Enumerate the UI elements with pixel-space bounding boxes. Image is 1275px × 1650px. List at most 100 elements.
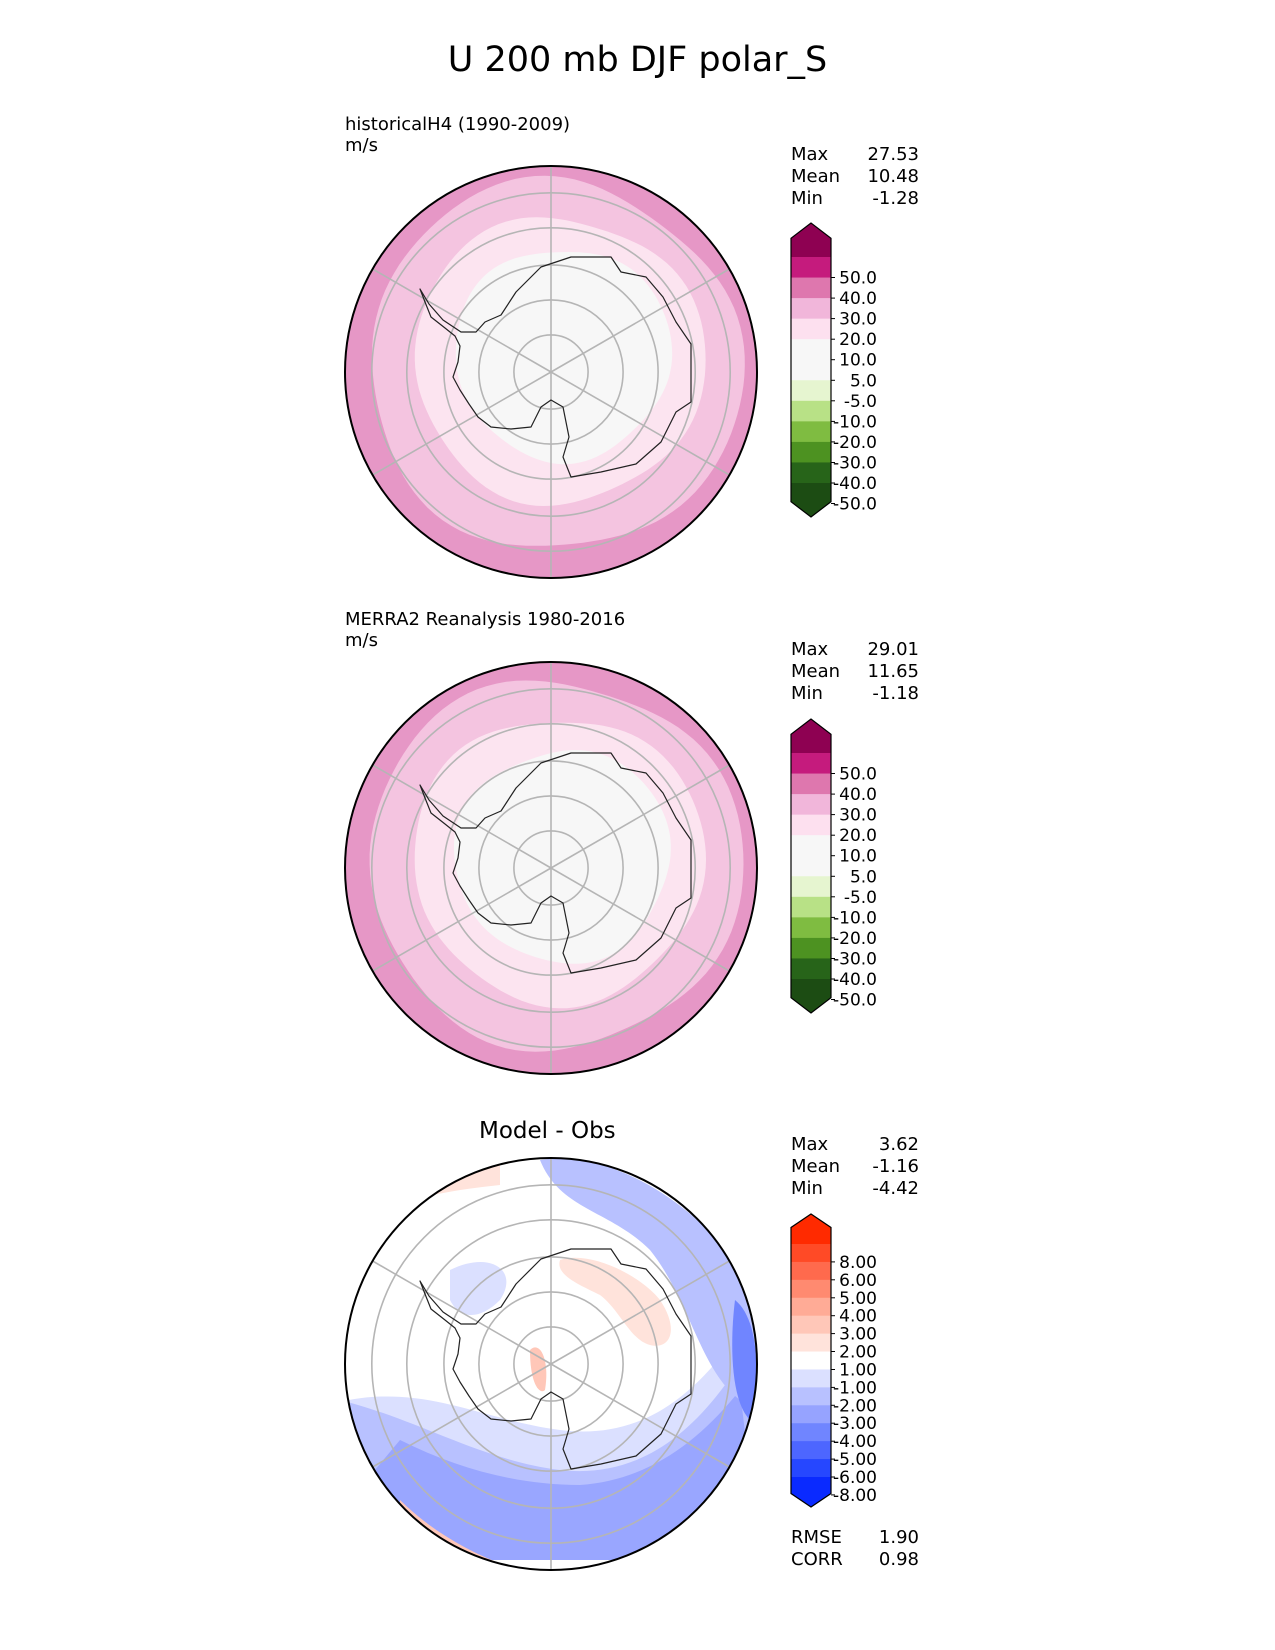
colorbar-tick-label: -10.0 (833, 412, 877, 432)
colorbar-segment (791, 1459, 831, 1478)
colorbar-panel-1: 50.040.030.020.010.05.0-5.0-10.0-20.0-30… (790, 222, 877, 518)
stat-max-value: 3.62 (878, 1134, 919, 1155)
colorbar-extension-top (791, 719, 831, 753)
colorbar-panel-2: 50.040.030.020.010.05.0-5.0-10.0-20.0-30… (790, 718, 877, 1014)
colorbar-segment (791, 421, 831, 443)
colorbar-segment (791, 359, 831, 381)
meridian-line (372, 1260, 552, 1365)
stat-max-value: 27.53 (867, 144, 919, 165)
colorbar-panel-3: 8.006.005.004.003.002.001.00-1.00-2.00-3… (790, 1213, 877, 1508)
colorbar-tick-label: -20.0 (833, 929, 877, 949)
colorbar-tick-label: -3.00 (833, 1414, 877, 1434)
colorbar-tick-label: 50.0 (839, 765, 877, 785)
colorbar-tick-label: -40.0 (833, 970, 877, 990)
polar-map-panel-3 (344, 1157, 758, 1571)
stat-min-value: -1.18 (872, 683, 919, 704)
stat-max-value: 29.01 (867, 639, 919, 660)
stat-label: Mean (791, 1156, 841, 1177)
meridian-line (550, 867, 730, 972)
colorbar-tick-label: -50.0 (833, 495, 877, 515)
graticule (370, 166, 731, 578)
colorbar-segment (791, 1297, 831, 1317)
colorbar-tick-label: -20.0 (833, 433, 877, 453)
figure-title: U 200 mb DJF polar_S (447, 40, 828, 80)
colorbar-segment (791, 298, 831, 320)
colorbar-outline (790, 718, 832, 1014)
colorbar-tick-label: 6.00 (839, 1271, 877, 1291)
colorbar-extension-bottom (791, 483, 831, 517)
colorbar-tick-label: 50.0 (839, 269, 877, 289)
contour-band-minus-4-east (732, 1300, 757, 1420)
colorbar-tick-label: 40.0 (839, 289, 877, 309)
stat-label: Mean (791, 166, 841, 187)
antarctica-coastline (419, 256, 692, 478)
colorbar-tick-label: 5.0 (850, 867, 877, 887)
colorbar-segment (791, 1387, 831, 1406)
colorbar-tick-label: -10.0 (833, 908, 877, 928)
colorbar-segment (791, 339, 831, 361)
colorbar-tick-label: -50.0 (833, 991, 877, 1011)
meridian-line (550, 268, 730, 373)
colorbar-tick-label: 20.0 (839, 826, 877, 846)
panel-3-stats: Max 3.62 Mean -1.16 Min -4.42 (791, 1134, 919, 1200)
colorbar-segment (791, 773, 831, 795)
meridian-line (372, 268, 552, 373)
colorbar-tick-label: -4.00 (833, 1432, 877, 1452)
colorbar-segment (791, 1315, 831, 1335)
meridian-line (550, 1363, 730, 1468)
colorbar-segment (791, 1244, 831, 1263)
meridian-line (372, 1363, 552, 1468)
colorbar-tick-label: 4.00 (839, 1307, 877, 1327)
colorbar-tick-label: 3.00 (839, 1325, 877, 1345)
colorbar-extension-bottom (791, 1477, 831, 1507)
polar-map-panel-2 (344, 661, 758, 1075)
antarctica-coastline (419, 1248, 692, 1470)
colorbar-tick-label: -2.00 (833, 1396, 877, 1416)
colorbar-tick-label: -5.0 (844, 392, 877, 412)
panel-3-error-stats: RMSE 1.90 CORR 0.98 (791, 1527, 919, 1571)
panel-2-stats: Max 29.01 Mean 11.65 Min -1.18 (791, 639, 919, 705)
panel-1-stats: Max 27.53 Mean 10.48 Min -1.28 (791, 144, 919, 210)
colorbar-segment (791, 1441, 831, 1460)
colorbar-segment (791, 835, 831, 857)
panel-2-units: m/s (345, 630, 378, 651)
colorbar-segment (791, 380, 831, 402)
colorbar-segment (791, 896, 831, 918)
colorbar-segment (791, 855, 831, 877)
colorbar-segment (791, 1333, 831, 1353)
colorbar-tick-label: 40.0 (839, 785, 877, 805)
colorbar-segment (791, 814, 831, 836)
contour-band-0 (454, 750, 671, 964)
colorbar-segment (791, 441, 831, 464)
panel-1-title: historicalH4 (1990-2009) (345, 114, 571, 135)
graticule (370, 1158, 731, 1570)
colorbar-extension-top (791, 223, 831, 257)
colorbar-tick-label: -30.0 (833, 950, 877, 970)
stat-mean-value: -1.16 (872, 1156, 919, 1177)
stat-label: CORR (791, 1549, 843, 1570)
stat-label: Max (791, 144, 829, 165)
colorbar-extension-top (791, 1214, 831, 1244)
stat-label: Min (791, 683, 823, 704)
meridian-line (372, 867, 552, 972)
graticule (370, 662, 731, 1074)
stat-rmse-value: 1.90 (878, 1527, 919, 1548)
meridian-line (372, 764, 552, 869)
colorbar-tick-label: 5.00 (839, 1289, 877, 1309)
colorbar-tick-label: 20.0 (839, 330, 877, 350)
stat-label: Max (791, 1134, 829, 1155)
colorbar-segment (791, 277, 831, 299)
colorbar-tick-label: 5.0 (850, 371, 877, 391)
colorbar-tick-label: -5.0 (844, 888, 877, 908)
panel-3-title: Model - Obs (479, 1118, 616, 1144)
stat-label: Min (791, 188, 823, 209)
colorbar-outline (790, 1213, 832, 1508)
panel-2-title: MERRA2 Reanalysis 1980-2016 (345, 609, 626, 630)
contour-band-plus-1 (559, 1257, 671, 1346)
colorbar-segment (791, 400, 831, 422)
stat-label: Min (791, 1178, 823, 1199)
stat-min-value: -4.42 (872, 1178, 919, 1199)
colorbar-segment (791, 318, 831, 340)
colorbar-segment (791, 917, 831, 939)
